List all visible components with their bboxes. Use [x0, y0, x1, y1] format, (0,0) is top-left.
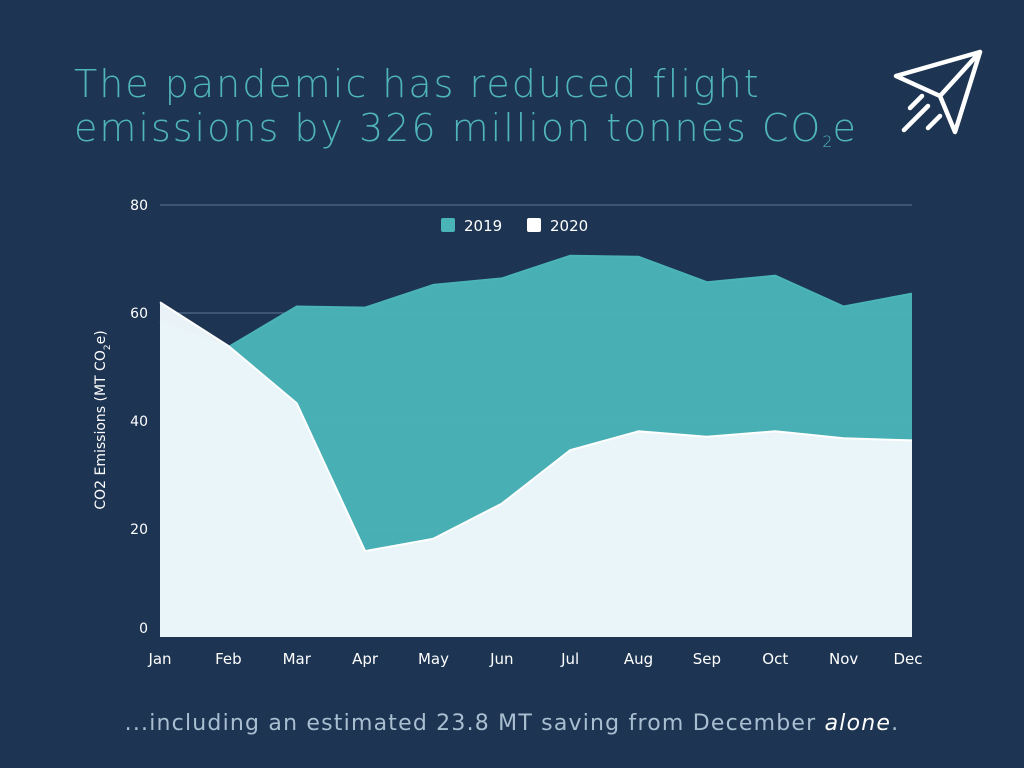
- x-tick-label: May: [418, 650, 449, 668]
- emissions-area-chart: 0 20 40 60 80 Jan Feb Mar Apr May Jun Jul Aug Sep Oct…: [93, 198, 923, 668]
- y-tick-label: 80: [130, 198, 148, 214]
- title-suffix: e: [832, 106, 858, 150]
- x-tick-label: Aug: [624, 650, 653, 668]
- footer-prefix: ...including an estimated 23.8 MT saving…: [124, 711, 825, 736]
- x-tick-label: Dec: [893, 650, 922, 668]
- area-series-2020: [160, 302, 912, 637]
- x-tick-label: Oct: [762, 650, 788, 668]
- y-tick-label: 60: [130, 306, 148, 322]
- y-tick-label: 40: [130, 414, 148, 430]
- x-tick-label: Sep: [693, 650, 721, 668]
- legend-label-2020: 2020: [550, 217, 588, 235]
- footer-note: ...including an estimated 23.8 MT saving…: [0, 711, 1024, 736]
- y-axis-label: CO2 Emissions (MT CO2e): [93, 330, 113, 509]
- legend-label-2019: 2019: [464, 217, 502, 235]
- x-tick-label: Mar: [283, 650, 312, 668]
- line-series-2019: [159, 254, 913, 349]
- y-axis-ticks: 0 20 40 60 80: [130, 198, 148, 637]
- x-tick-label: Jul: [560, 650, 579, 668]
- x-tick-label: Nov: [829, 650, 858, 668]
- y-tick-label: 0: [139, 621, 148, 637]
- x-tick-label: Apr: [352, 650, 379, 668]
- page-title: The pandemic has reduced flight emission…: [74, 62, 894, 164]
- line-series-2020: [159, 301, 913, 553]
- paper-plane-icon: [893, 49, 983, 135]
- legend-swatch-2019: [441, 218, 455, 232]
- title-subscript: 2: [822, 132, 833, 151]
- footer-emphasis: alone: [824, 711, 892, 736]
- title-main: The pandemic has reduced flight emission…: [74, 62, 823, 150]
- x-tick-label: Feb: [215, 650, 242, 668]
- chart-areas: [159, 254, 913, 638]
- y-tick-label: 20: [130, 522, 148, 538]
- legend-swatch-2020: [527, 218, 541, 232]
- x-axis-ticks: Jan Feb Mar Apr May Jun Jul Aug Sep Oct Nov Dec: [147, 650, 922, 668]
- x-tick-label: Jun: [489, 650, 513, 668]
- x-tick-label: Jan: [147, 650, 171, 668]
- chart-legend: 2019 2020: [441, 217, 588, 235]
- footer-suffix: .: [891, 711, 900, 736]
